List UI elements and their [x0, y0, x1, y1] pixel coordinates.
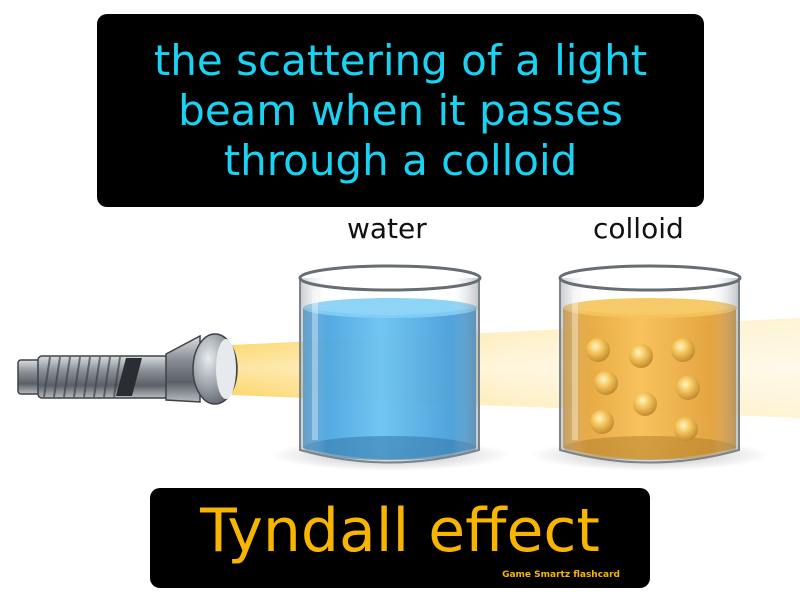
- term-title: Tyndall effect: [200, 496, 600, 566]
- definition-box: the scattering of a light beam when it p…: [97, 14, 704, 207]
- definition-line-2: beam when it passes: [178, 85, 623, 135]
- definition-line-1: the scattering of a light: [153, 35, 648, 85]
- definition-text: the scattering of a light beam when it p…: [154, 36, 647, 186]
- term-box: Tyndall effect Game Smartz flashcard: [150, 488, 650, 588]
- colloid-label: colloid: [593, 212, 684, 245]
- colloid-beaker: [558, 264, 742, 464]
- water-beaker: [298, 264, 482, 464]
- brand-credit: Game Smartz flashcard: [502, 570, 620, 580]
- water-label: water: [347, 212, 427, 245]
- flashlight-icon: [17, 333, 238, 405]
- definition-line-3: through a colloid: [223, 135, 578, 185]
